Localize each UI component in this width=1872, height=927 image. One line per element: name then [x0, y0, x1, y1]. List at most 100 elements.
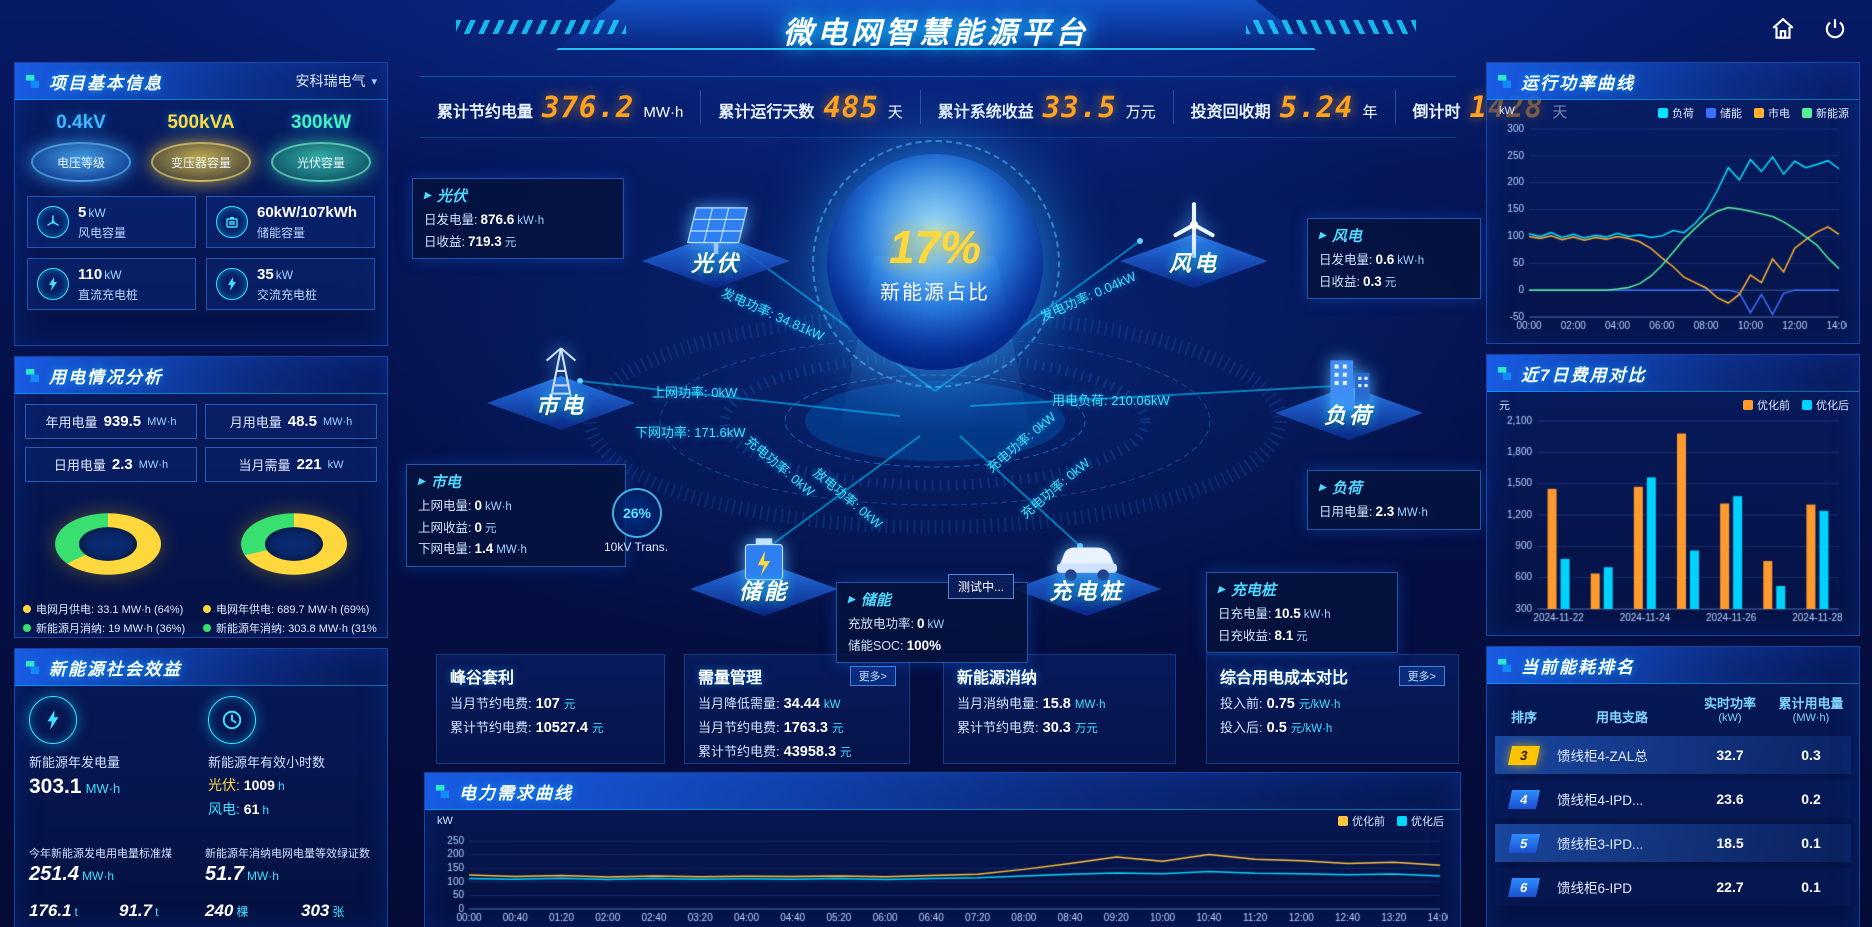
wind-node[interactable]: 风电 [1114, 166, 1274, 288]
transformer-label: 10kV Trans. [603, 540, 669, 554]
value: 43958.3 [783, 744, 837, 760]
monthly-energy-donut [55, 513, 161, 575]
legend-item[interactable]: 优化后 [1802, 397, 1849, 413]
value: 0.5 [1266, 720, 1287, 736]
title-row: 峰谷套利 [450, 664, 651, 688]
legend-swatch [1658, 108, 1668, 118]
legend-item[interactable]: 市电 [1754, 105, 1790, 121]
kpi-energy-saved: 累计节约电量 376.2 MW·h [420, 90, 700, 124]
column-rank: 排序 [1510, 709, 1537, 725]
value: 303.1 [29, 775, 82, 798]
node-label: 市电 [535, 393, 587, 418]
panel-corner-icon [435, 784, 450, 799]
panel-header: 新能源社会效益 [15, 649, 387, 686]
unit: MW·h [1074, 699, 1106, 711]
storage-icon: ▶ [848, 594, 855, 604]
home-button[interactable] [1768, 14, 1798, 44]
value: 0 [474, 519, 482, 535]
legend-item[interactable]: 负荷 [1658, 105, 1694, 121]
grid-feedin-power-label: 上网功率: 0kW [652, 385, 738, 400]
legend-swatch [1802, 400, 1812, 410]
grid-node[interactable]: 市电 [481, 308, 641, 430]
table-row[interactable]: 5 馈线柜3-IPD... 18.5 0.1 [1495, 824, 1851, 862]
legend-text: 电网月供电: 33.1 MW·h (64%) [36, 604, 184, 616]
legend-item[interactable]: 优化前 [1743, 397, 1790, 413]
load-node[interactable]: 负荷 [1269, 318, 1429, 440]
chip-label: 月用电量 [229, 415, 282, 430]
unit: MW·h [246, 869, 279, 883]
table-row[interactable]: 3 馈线柜4-ZAL总 32.7 0.3 [1495, 736, 1851, 774]
chip-label: 日用电量 [53, 458, 106, 473]
kpi-unit: 年 [1362, 104, 1378, 121]
app-title: 微电网智慧能源平台 [783, 17, 1089, 50]
branch-cell: 馈线柜6-IPD [1557, 881, 1633, 896]
more-button[interactable]: 更多> [1398, 666, 1445, 686]
legend-text: 新能源年消纳: 303.8 MW·h (31% [216, 623, 377, 635]
rank-cell: 4 [1495, 789, 1553, 809]
chip-label: 年用电量 [45, 415, 98, 430]
power-button[interactable] [1820, 14, 1850, 44]
run-power-chart[interactable] [1495, 121, 1847, 333]
legend-item[interactable]: 优化后 [1397, 813, 1444, 829]
label: 日发电量: [424, 213, 478, 227]
value: 10527.4 [535, 720, 589, 736]
social-benefits-panel: 新能源社会效益 新能源年发电量 303.1 MW·h 新能源年有效小时数 光伏: … [14, 648, 388, 927]
storage-node[interactable]: 储能 [684, 494, 844, 616]
kpi-label: 累计节约电量 [437, 104, 534, 121]
company-dropdown[interactable]: 安科瑞电气 ▾ [295, 71, 377, 91]
power-cell: 18.5 [1716, 835, 1744, 851]
renewable-share-label: 新能源占比 [880, 281, 990, 304]
kpi-label: 累计运行天数 [718, 104, 815, 121]
legend-item[interactable]: 储能 [1706, 105, 1742, 121]
panel-header: 近7日费用对比 [1487, 355, 1859, 392]
chip-unit: MW·h [322, 415, 353, 428]
legend-dot [203, 605, 211, 613]
rank-badge: 5 [1507, 833, 1541, 853]
storage-testing-badge: 测试中... [948, 574, 1015, 599]
energy-ranking-panel: 当前能耗排名 排序 用电支路 实时功率 (kW) 累计用电量 (MW·h) 3 馈线… [1486, 646, 1860, 927]
value: 34.44 [783, 696, 820, 712]
donut-hole [265, 527, 323, 561]
table-row[interactable]: 4 馈线柜4-IPD... 23.6 0.2 [1495, 780, 1851, 818]
more-button[interactable]: 更多> [849, 666, 896, 686]
demand-curve-chart[interactable] [433, 825, 1448, 925]
data-row: 上网收益: 0 元 [418, 517, 614, 536]
app-header: 微电网智慧能源平台 [0, 0, 1872, 56]
unit: kW·h [485, 501, 512, 513]
legend-swatch [1743, 400, 1753, 410]
node-label: 风电 [1168, 251, 1220, 276]
kpi-value: 485 [823, 90, 879, 124]
data-row: 日收益: 719.3 元 [424, 231, 612, 250]
legend-item[interactable]: 新能源 [1802, 105, 1849, 121]
cost-chart-legend: 优化前 优化后 [1743, 397, 1849, 413]
gauge-disc: 变压器容量 [151, 142, 251, 182]
value: 303 [301, 901, 330, 920]
unit: h [262, 803, 270, 817]
table-row[interactable]: 6 馈线柜6-IPD 22.7 0.1 [1495, 868, 1851, 906]
label: 投入前: [1220, 696, 1263, 711]
pv-node[interactable]: 光伏 [636, 166, 796, 288]
legend-swatch [1754, 108, 1764, 118]
cost-comparison-chart[interactable] [1495, 413, 1847, 625]
value: 0.3 [1362, 273, 1382, 289]
header-decoration-left [456, 20, 626, 34]
data-row: 下网电量: 1.4 MW·h [418, 538, 614, 557]
run-power-panel: 运行功率曲线 kW 负荷 储能 市电 新能源 [1486, 62, 1860, 344]
stat-unit: kW [275, 267, 294, 282]
gauge-voltage-level: 0.4kV 电压等级 [25, 112, 137, 182]
panel-header: 用电情况分析 [15, 357, 387, 394]
panel-title: 运行功率曲线 [1521, 73, 1635, 93]
column-title: 累计用电量 [1778, 696, 1844, 711]
value: 0 [916, 616, 925, 631]
charger-node[interactable]: 充电桩 [1007, 494, 1167, 616]
stat-ac-charger: 35 kW 交流充电桩 [206, 258, 375, 310]
y-axis-unit: kW [1499, 105, 1515, 117]
branch-cell: 馈线柜3-IPD... [1557, 837, 1644, 852]
legend-text: 电网年供电: 689.7 MW·h (69%) [216, 604, 370, 616]
power-cell: 23.6 [1716, 791, 1744, 807]
panel-header: 当前能耗排名 [1487, 647, 1859, 684]
kpi-value: 33.5 [1042, 90, 1117, 124]
stat-label: 交流充电桩 [257, 287, 318, 302]
legend-item[interactable]: 优化前 [1338, 813, 1385, 829]
